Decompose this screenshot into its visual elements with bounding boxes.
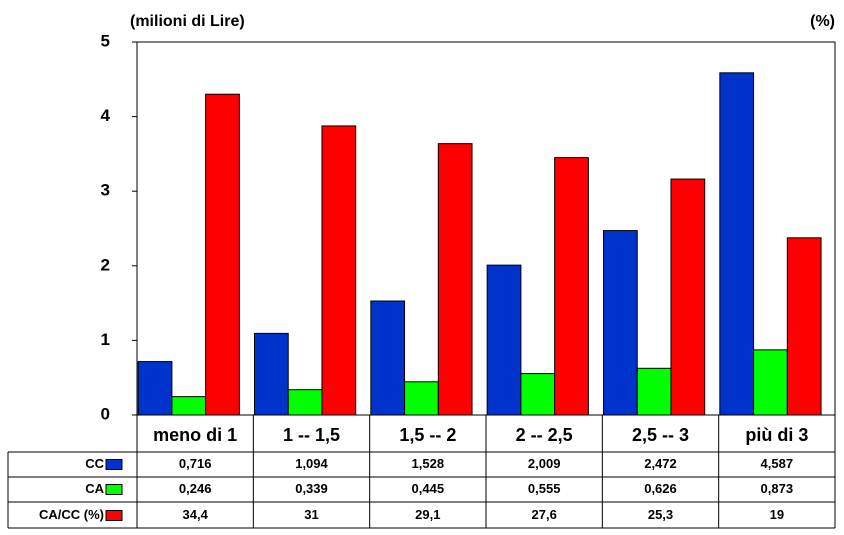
data-label: 1,094 (295, 456, 328, 471)
bar (670, 178, 706, 416)
y-tick-label: 5 (101, 31, 110, 50)
x-tick-label: 2,5 -- 3 (632, 425, 689, 445)
data-label: 0,716 (179, 456, 212, 471)
data-label: 31 (304, 507, 318, 522)
bar (171, 396, 207, 416)
data-label: 0,555 (528, 481, 561, 496)
data-label: 27,6 (532, 507, 557, 522)
bar (370, 300, 406, 416)
x-tick-label: 1,5 -- 2 (399, 425, 456, 445)
legend-label: CA (85, 481, 104, 496)
bar (520, 373, 556, 416)
data-label: 0,339 (295, 481, 328, 496)
data-label: 2,472 (644, 456, 677, 471)
legend-swatch (105, 459, 123, 470)
bar (205, 93, 240, 416)
data-label: 29,1 (415, 507, 440, 522)
data-label: 34,4 (183, 507, 209, 522)
x-tick-label: 1 -- 1,5 (283, 425, 340, 445)
bar (636, 367, 672, 416)
bar (719, 72, 755, 416)
x-tick-label: 2 -- 2,5 (516, 425, 573, 445)
bar (287, 389, 323, 416)
bar (486, 264, 522, 416)
bar (753, 349, 788, 416)
legend-label: CA/CC (%) (39, 507, 104, 522)
data-label: 0,445 (412, 481, 445, 496)
y-tick-label: 3 (101, 181, 110, 200)
data-label: 0,246 (179, 481, 212, 496)
y-tick-label: 2 (101, 255, 110, 274)
bar (602, 230, 638, 416)
y-tick-label: 1 (101, 330, 110, 349)
bar (786, 237, 822, 416)
y-axis-label: (milioni di Lire) (130, 13, 245, 30)
legend-swatch (105, 510, 123, 521)
data-label: 0,626 (644, 481, 677, 496)
data-label: 1,528 (412, 456, 445, 471)
bar (404, 381, 439, 416)
y-tick-label: 4 (101, 106, 111, 125)
bar (437, 143, 473, 416)
bar (321, 125, 357, 416)
legend-label: CC (85, 456, 104, 471)
data-label: 19 (770, 507, 784, 522)
x-tick-label: meno di 1 (153, 425, 237, 445)
data-label: 4,587 (761, 456, 794, 471)
bar (554, 157, 589, 416)
bar (253, 332, 289, 416)
x-tick-label: più di 3 (745, 425, 808, 445)
data-label: 25,3 (648, 507, 673, 522)
y-tick-label: 0 (101, 404, 110, 423)
data-label: 2,009 (528, 456, 561, 471)
data-label: 0,873 (761, 481, 794, 496)
legend-swatch (105, 484, 123, 495)
y2-axis-label: (%) (810, 13, 835, 30)
bar (137, 361, 173, 416)
